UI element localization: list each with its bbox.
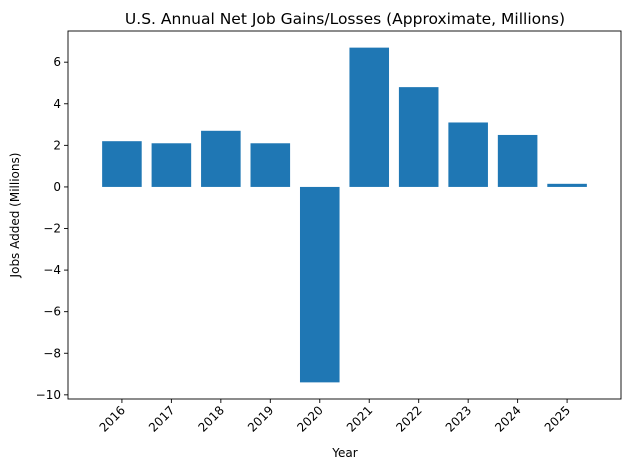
x-tick-label: 2019 (245, 403, 276, 434)
bar-2022 (398, 87, 439, 187)
y-axis: −10 −8 −6 −4 −2 0 2 4 6 (36, 55, 68, 402)
x-tick-label: 2025 (542, 403, 573, 434)
x-tick-label: 2018 (195, 403, 226, 434)
y-tick-label: 2 (53, 138, 61, 152)
y-tick-label: −2 (43, 222, 61, 236)
x-tick-label: 2024 (492, 403, 523, 434)
x-tick-label: 2022 (393, 403, 424, 434)
y-tick-label: 6 (53, 55, 61, 69)
x-tick-label: 2021 (344, 403, 375, 434)
y-tick-label: 4 (53, 97, 61, 111)
bar-2021 (349, 47, 390, 187)
y-tick-label: −6 (43, 305, 61, 319)
chart-title: U.S. Annual Net Job Gains/Losses (Approx… (125, 10, 565, 28)
bar-2018 (201, 130, 241, 187)
bar-2016 (102, 141, 142, 187)
y-tick-label: −10 (36, 388, 61, 402)
bar-2024 (497, 134, 538, 187)
y-tick-label: −4 (43, 263, 61, 277)
x-tick-label: 2020 (294, 403, 325, 434)
bar-2020 (299, 186, 340, 383)
x-tick-label: 2023 (443, 403, 474, 434)
bar-2025 (547, 183, 587, 187)
y-tick-label: 0 (53, 180, 61, 194)
bar-2019 (250, 143, 291, 187)
x-axis: 2016 2017 2018 2019 2020 2021 2022 2023 2024 2025 (97, 399, 573, 435)
bars-group (102, 47, 587, 383)
plot-frame (67, 30, 622, 400)
x-axis-label: Year (331, 446, 357, 460)
bar-2023 (448, 122, 488, 187)
x-tick-label: 2017 (146, 403, 177, 434)
y-tick-label: −8 (43, 346, 61, 360)
y-axis-label: Jobs Added (Millions) (8, 153, 22, 279)
bar-2017 (151, 143, 192, 187)
x-tick-label: 2016 (97, 403, 128, 434)
